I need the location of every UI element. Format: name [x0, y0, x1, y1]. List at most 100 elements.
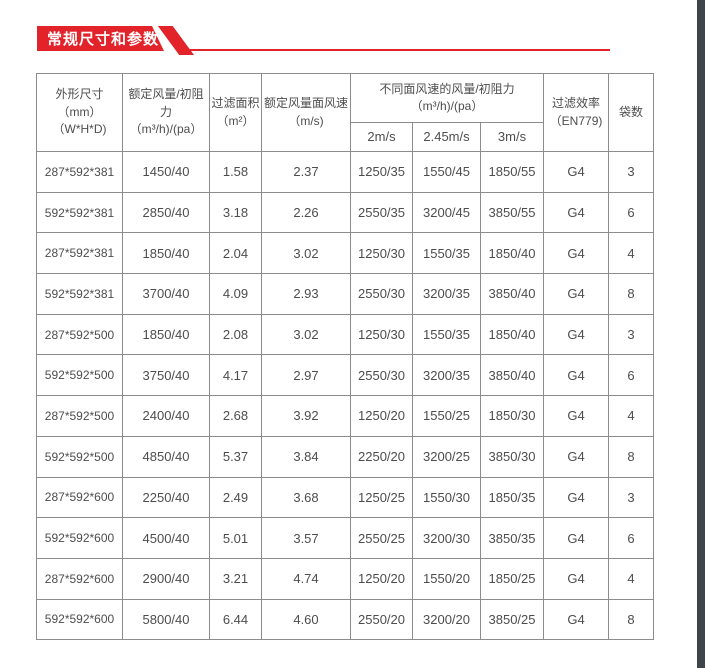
table-cell: 3200/30: [412, 517, 481, 559]
header-filter-area: 过滤面积 （m²）: [209, 73, 262, 152]
table-row: 592*592*500 3750/40 4.17 2.97 2550/30 3200/35…: [36, 354, 655, 397]
table-cell: 3: [608, 313, 655, 356]
table-cell: 3200/35: [412, 354, 481, 397]
table-cell: 3.84: [261, 435, 351, 478]
table-cell: 4: [608, 395, 655, 437]
table-cell: 4: [608, 232, 655, 275]
banner-underline: [178, 49, 610, 51]
table-row: 592*592*381 2850/40 3.18 2.26 2550/35 3200/45…: [36, 191, 655, 234]
table-row: 592*592*500 4850/40 5.37 3.84 2250/20 3200/25…: [36, 435, 655, 478]
table-cell: 4: [608, 557, 655, 600]
table-cell: 3200/35: [412, 273, 481, 315]
table-cell: 3: [608, 476, 655, 519]
header-bags: 袋数: [608, 73, 655, 152]
table-cell: 1.58: [209, 151, 262, 193]
table-row: 287*592*600 2250/40 2.49 3.68 1250/25 1550/30…: [36, 476, 655, 519]
table-cell: 287*592*500: [36, 395, 123, 437]
table-cell: 1250/30: [350, 313, 413, 356]
table-cell: G4: [543, 191, 610, 234]
table-cell: 5.01: [209, 517, 262, 559]
table-cell: 3850/30: [479, 435, 545, 478]
table-cell: 2550/35: [350, 191, 413, 234]
table-cell: 8: [608, 273, 655, 315]
table-cell: 6: [608, 517, 655, 559]
table-cell: 1250/20: [350, 395, 413, 437]
table-cell: 4.74: [261, 557, 351, 600]
table-cell: 592*592*381: [36, 273, 123, 315]
header-group-flows: 不同面风速的风量/初阻力 （m³/h)/(pa）: [349, 73, 545, 123]
table-cell: 3.21: [209, 557, 262, 600]
table-cell: 1550/45: [412, 151, 481, 193]
section-banner: 常规尺寸和参数: [37, 26, 164, 51]
header-face-velocity: 额定风量面风速 （m/s): [261, 73, 351, 152]
right-edge-strip: [697, 0, 705, 668]
table-cell: 3.02: [261, 313, 351, 356]
table-cell: 2850/40: [122, 191, 210, 234]
table-cell: G4: [543, 354, 610, 397]
table-cell: 1850/40: [479, 232, 545, 275]
table-cell: 1850/35: [479, 476, 545, 519]
table-cell: 6.44: [209, 598, 262, 641]
table-cell: 3.02: [261, 232, 351, 275]
table-cell: 3850/25: [479, 598, 545, 641]
table-cell: 287*592*381: [36, 232, 123, 275]
table-cell: 1250/25: [350, 476, 413, 519]
table-cell: 1550/35: [412, 313, 481, 356]
table-cell: 8: [608, 435, 655, 478]
table-cell: 1550/20: [412, 557, 481, 600]
table-cell: 2550/30: [350, 273, 413, 315]
table-cell: 1850/30: [479, 395, 545, 437]
table-cell: 2550/20: [350, 598, 413, 641]
header-rated-flow: 额定风量/初阻力 （m³/h)/(pa）: [122, 73, 210, 152]
table-cell: 3200/25: [412, 435, 481, 478]
table-cell: 287*592*600: [36, 476, 123, 519]
table-cell: 3.92: [261, 395, 351, 437]
table-cell: 1850/40: [122, 232, 210, 275]
header-efficiency: 过滤效率 （EN779): [543, 73, 610, 152]
spec-table: 外形尺寸（mm） （W*H*D) 额定风量/初阻力 （m³/h)/(pa） 过滤…: [36, 73, 655, 641]
table-row: 287*592*381 1850/40 2.04 3.02 1250/30 1550/35…: [36, 232, 655, 275]
table-cell: 4850/40: [122, 435, 210, 478]
table-cell: 4.09: [209, 273, 262, 315]
table-row: 287*592*381 1450/40 1.58 2.37 1250/35 1550/45…: [36, 151, 655, 193]
table-cell: 1250/35: [350, 151, 413, 193]
table-cell: G4: [543, 232, 610, 275]
table-cell: 287*592*600: [36, 557, 123, 600]
table-cell: 5.37: [209, 435, 262, 478]
table-cell: 2550/30: [350, 354, 413, 397]
table-cell: 2.93: [261, 273, 351, 315]
table-cell: 3.57: [261, 517, 351, 559]
table-cell: 592*592*500: [36, 435, 123, 478]
table-cell: 4.60: [261, 598, 351, 641]
table-cell: 1550/35: [412, 232, 481, 275]
section-title: 常规尺寸和参数: [47, 31, 160, 48]
table-cell: 592*592*600: [36, 598, 123, 641]
table-row: 287*592*500 2400/40 2.68 3.92 1250/20 1550/25…: [36, 395, 655, 437]
table-cell: 8: [608, 598, 655, 641]
table-cell: 1550/30: [412, 476, 481, 519]
table-cell: G4: [543, 557, 610, 600]
table-cell: G4: [543, 517, 610, 559]
table-cell: 592*592*500: [36, 354, 123, 397]
table-cell: 1450/40: [122, 151, 210, 193]
table-cell: 2400/40: [122, 395, 210, 437]
table-cell: G4: [543, 273, 610, 315]
table-header: 外形尺寸（mm） （W*H*D) 额定风量/初阻力 （m³/h)/(pa） 过滤…: [36, 73, 655, 152]
table-cell: G4: [543, 598, 610, 641]
table-cell: 592*592*600: [36, 517, 123, 559]
table-cell: 3200/20: [412, 598, 481, 641]
table-cell: G4: [543, 151, 610, 193]
table-cell: 592*592*381: [36, 191, 123, 234]
table-cell: 3850/35: [479, 517, 545, 559]
table-cell: 6: [608, 191, 655, 234]
table-cell: 287*592*500: [36, 313, 123, 356]
header-speed-245ms: 2.45m/s: [412, 122, 481, 152]
table-row: 592*592*600 5800/40 6.44 4.60 2550/20 3200/20…: [36, 598, 655, 641]
table-cell: 2550/25: [350, 517, 413, 559]
table-cell: 1550/25: [412, 395, 481, 437]
table-cell: 2250/40: [122, 476, 210, 519]
table-cell: 1250/20: [350, 557, 413, 600]
table-cell: 1850/40: [122, 313, 210, 356]
table-cell: G4: [543, 395, 610, 437]
table-cell: 3850/40: [479, 354, 545, 397]
